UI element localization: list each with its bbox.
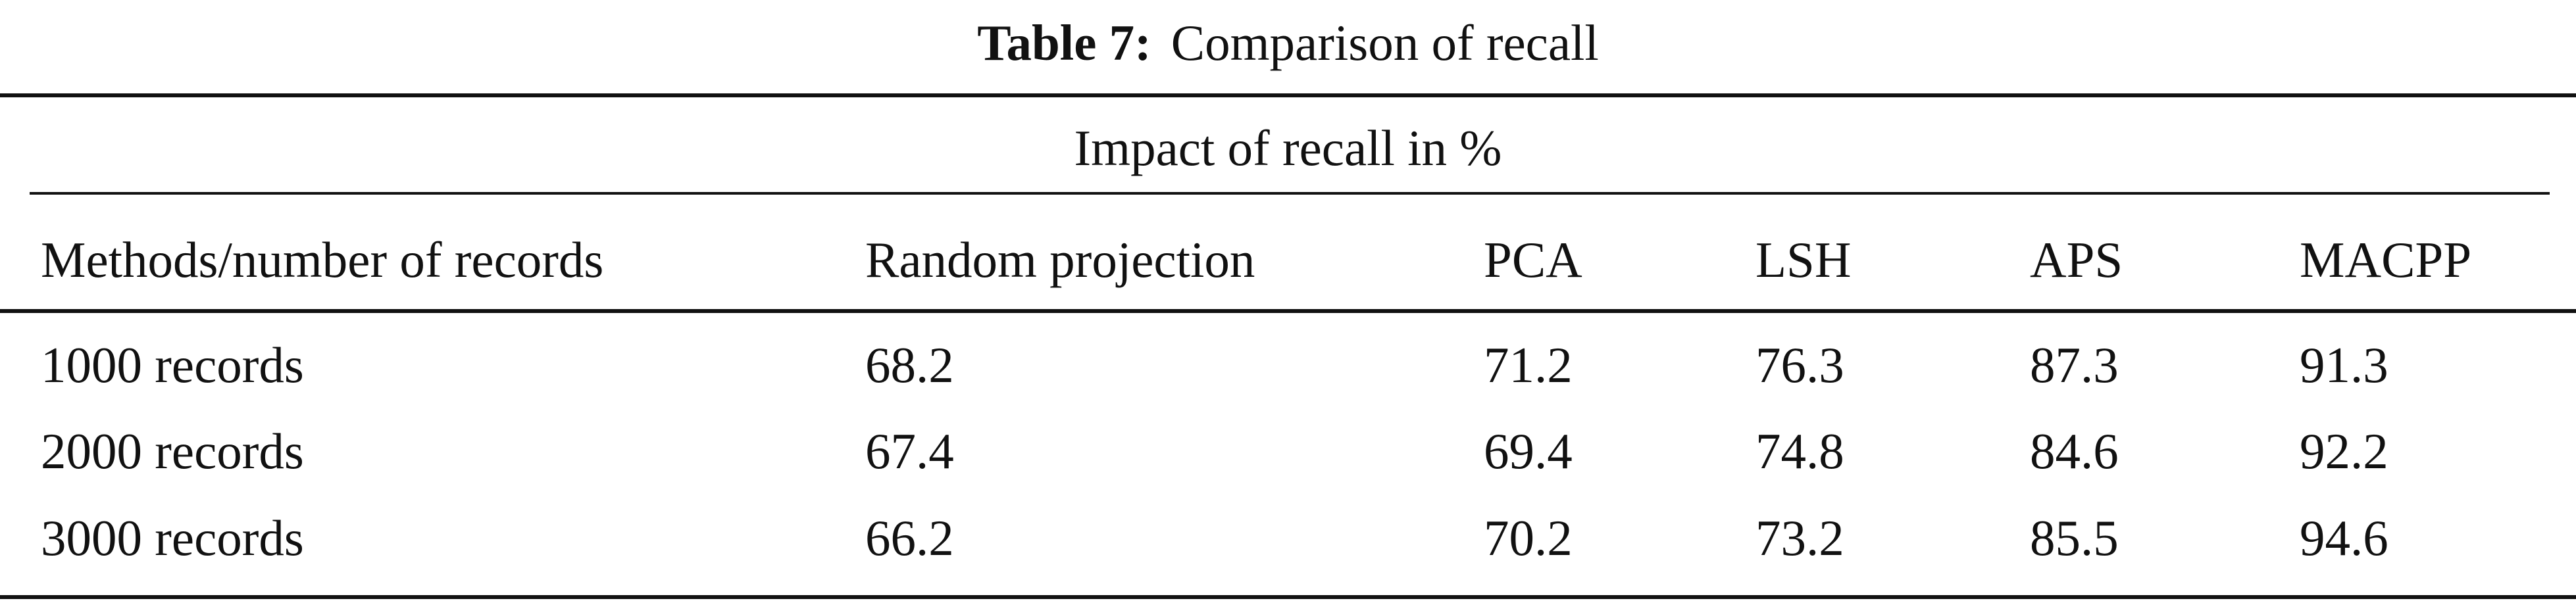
table-cell: 71.2 [1484,337,1573,393]
table-cell: 1000 records [41,337,304,393]
table-caption: Table 7: Comparison of recall [0,0,2576,85]
table-cell: 91.3 [2300,337,2388,393]
table-caption-label: Table 7: [977,14,1151,71]
column-header: APS [2030,231,2123,288]
table-cell: 68.2 [865,337,954,393]
table-cell: 92.2 [2300,423,2388,479]
table-cell: 76.3 [1755,337,1844,393]
table-cell: 84.6 [2030,423,2119,479]
table-cell: 69.4 [1484,423,1573,479]
table-bottom-rule [0,595,2576,599]
table-cell: 87.3 [2030,337,2119,393]
table-cell: 85.5 [2030,510,2119,566]
table-cell: 67.4 [865,423,954,479]
table-top-rule [0,93,2576,97]
group-header-rule [30,192,2550,195]
table-cell: 2000 records [41,423,304,479]
column-header: MACPP [2300,231,2472,288]
table-caption-text: Comparison of recall [1171,14,1599,71]
header-rule [0,309,2576,313]
table-cell: 70.2 [1484,510,1573,566]
table-group-header: Impact of recall in % [1074,119,1502,176]
table-cell: 74.8 [1755,423,1844,479]
table-cell: 3000 records [41,510,304,566]
table-cell: 94.6 [2300,510,2388,566]
column-header: LSH [1755,231,1852,288]
column-header: PCA [1484,231,1582,288]
column-header: Methods/number of records [41,231,604,288]
table-cell: 73.2 [1755,510,1844,566]
table-cell: 66.2 [865,510,954,566]
column-header: Random projection [865,231,1255,288]
